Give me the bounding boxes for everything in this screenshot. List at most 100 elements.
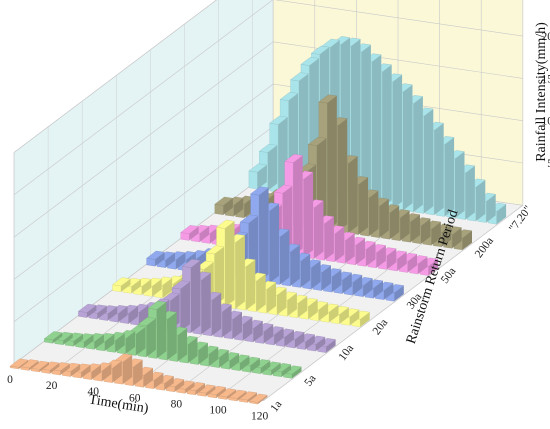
bar-side-face — [389, 205, 400, 240]
bar-side-face — [360, 312, 370, 327]
bar-side-face — [418, 256, 428, 274]
bar-side-face — [284, 330, 294, 347]
bar-side-face — [177, 328, 188, 362]
bar-side-face — [263, 324, 274, 344]
bar-side-face — [358, 177, 368, 235]
bar-front-face — [214, 204, 224, 215]
bar-side-face — [294, 332, 305, 349]
bar-side-face — [219, 350, 229, 368]
bar-1a-23 — [249, 393, 268, 405]
bar-side-face — [277, 288, 287, 315]
bar-1a-17 — [186, 382, 206, 396]
bar-side-face — [376, 245, 386, 268]
bar-side-face — [162, 278, 173, 298]
bar-side-face — [235, 235, 245, 309]
bar-side-face — [133, 360, 143, 386]
bar-side-face — [153, 373, 164, 389]
bar-side-face — [233, 198, 244, 217]
bar-side-face — [452, 227, 462, 249]
bar-side-face — [314, 200, 324, 259]
bar-side-face — [229, 353, 240, 370]
bar-side-face — [237, 391, 247, 401]
bar-side-face — [189, 226, 199, 241]
bar-side-face — [165, 252, 175, 268]
bar-side-face — [348, 156, 358, 234]
bar-top-face — [78, 303, 97, 313]
bar-side-face — [279, 229, 290, 285]
x-tick-label: 20 — [46, 380, 58, 392]
bar-top-face — [146, 250, 165, 260]
bar-side-face — [379, 199, 389, 238]
bar-top-face — [112, 277, 131, 287]
bar-side-face — [318, 302, 329, 321]
bar-top-face — [290, 72, 309, 82]
y-category-label: 5a — [303, 373, 319, 389]
bar-top-face — [43, 331, 63, 341]
bar-side-face — [164, 376, 174, 391]
bar-side-face — [334, 226, 345, 262]
bar-side-face — [337, 118, 348, 232]
bar-side-face — [73, 334, 84, 347]
x-tick-label: 120 — [251, 411, 269, 423]
bar-10a-0 — [78, 303, 97, 318]
bar-side-face — [180, 281, 190, 332]
x-tick-label: 0 — [7, 374, 13, 386]
bar-side-face — [462, 230, 472, 250]
bar-side-face — [394, 285, 404, 302]
bar-top-face — [284, 154, 304, 163]
bar-side-face — [361, 44, 371, 205]
bar-top-face — [147, 300, 167, 310]
bar-side-face — [156, 302, 167, 359]
bar-side-face — [101, 363, 112, 382]
bar-side-face — [266, 282, 277, 314]
bar-1a-0 — [9, 358, 29, 370]
x-tick-label: 40 — [87, 386, 99, 398]
bar-50a-0 — [180, 225, 200, 241]
bar-side-face — [136, 327, 146, 356]
z-tick-label: 100 — [542, 116, 550, 128]
bar-side-face — [371, 54, 382, 206]
bar-side-face — [292, 366, 302, 379]
bar-front-face — [248, 170, 258, 190]
bar-1a-4 — [51, 362, 71, 376]
z-tick-label: 50 — [547, 158, 550, 170]
bar-1a-16 — [176, 380, 195, 394]
bar-side-face — [205, 385, 216, 397]
bar-side-face — [366, 242, 376, 267]
bar-side-face — [355, 238, 366, 265]
bar-5a-0 — [43, 331, 63, 344]
bar-side-face — [321, 265, 331, 291]
bar-top-face — [300, 56, 320, 66]
bar-side-face — [81, 365, 91, 379]
bar-30a-0 — [146, 250, 165, 267]
bar-side-face — [403, 84, 413, 211]
bar-side-face — [167, 312, 177, 361]
bar-side-face — [245, 259, 256, 311]
z-tick-label: 150 — [542, 73, 550, 85]
bar-top-face — [205, 245, 225, 255]
bar-side-face — [240, 355, 250, 371]
bar-side-face — [222, 304, 232, 338]
bar-side-face — [52, 332, 63, 344]
bar-side-face — [49, 363, 60, 374]
bar-side-face — [269, 203, 279, 283]
bar-top-face — [249, 393, 268, 403]
bar-side-face — [486, 194, 496, 223]
bar-side-face — [413, 96, 423, 212]
grid-line-x — [263, 0, 524, 401]
bar-side-face — [257, 165, 267, 190]
x-tick-label: 100 — [209, 405, 227, 417]
bar-side-face — [271, 363, 281, 376]
x-tick-label: 60 — [129, 392, 141, 404]
bar-side-face — [349, 309, 360, 326]
bar-side-face — [152, 279, 162, 297]
bar-side-face — [407, 254, 418, 273]
bar-top-face — [9, 358, 29, 368]
bar-7.20-0 — [248, 163, 268, 190]
bar-side-face — [84, 334, 94, 348]
bar-side-face — [287, 293, 297, 317]
bar-side-face — [29, 360, 39, 371]
bar-side-face — [300, 254, 311, 288]
bar-side-face — [185, 382, 195, 394]
bar-side-face — [107, 306, 118, 321]
